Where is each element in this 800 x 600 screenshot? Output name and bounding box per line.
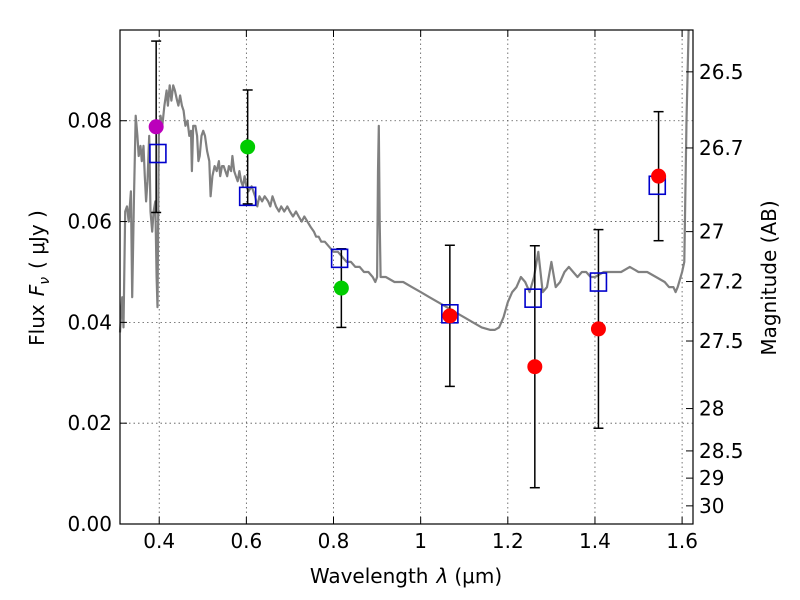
x-tick-label: 1.4 — [579, 529, 611, 553]
y2-tick-label: 26.5 — [699, 60, 744, 84]
y2-tick-label: 26.7 — [699, 136, 744, 160]
y-axis-label: FluxFν( μJy ) — [25, 210, 53, 346]
x-axis-label: Wavelength λ (μm) — [310, 564, 502, 588]
observed-point — [240, 139, 256, 155]
synthetic-square-marker — [524, 288, 542, 308]
x-tick-label: 0.6 — [230, 529, 262, 553]
y2-tick-label: 28 — [699, 397, 724, 421]
observed-point — [651, 168, 667, 184]
y2-axis-label: Magnitude (AB) — [757, 200, 781, 355]
observed-point — [527, 359, 543, 375]
x-tick-label: 1 — [414, 529, 427, 553]
y-tick-label: 0.04 — [67, 310, 112, 334]
y2-tick-label: 30 — [699, 494, 724, 518]
y2-tick-label: 28.5 — [699, 439, 744, 463]
y2-tick-label: 27.5 — [699, 329, 744, 353]
y-tick-label: 0.00 — [67, 512, 112, 536]
observed-point — [590, 321, 606, 337]
x-tick-label: 1.6 — [666, 529, 698, 553]
spectrum-layer — [118, 29, 690, 333]
observed-point — [333, 280, 349, 296]
observed-circle-layer — [148, 119, 667, 375]
tick-layer: 0.4 0.6 0.8 1 1.2 1.4 1.6 0.00 0.02 0.04 0.06 0.08 2… — [67, 30, 744, 553]
synthetic-square-marker — [330, 248, 349, 269]
model-spectrum-line — [118, 29, 690, 333]
plot-frame — [119, 29, 694, 525]
y2-tick-label: 27 — [699, 220, 724, 244]
synthetic-square-marker — [238, 186, 257, 207]
observed-point — [442, 308, 458, 324]
plot-background — [120, 30, 693, 524]
y-tick-label: 0.08 — [67, 109, 112, 133]
x-tick-label: 0.4 — [143, 529, 175, 553]
y2-tick-label: 29 — [699, 466, 724, 490]
x-tick-label: 1.2 — [492, 529, 524, 553]
y2-tick-label: 27.2 — [699, 270, 744, 294]
x-tick-label: 0.8 — [318, 529, 350, 553]
synthetic-square-marker — [589, 272, 608, 292]
synthetic-square-marker — [149, 143, 167, 164]
y-tick-label: 0.06 — [67, 210, 112, 234]
y-tick-label: 0.02 — [67, 411, 112, 435]
observed-point — [148, 119, 164, 135]
